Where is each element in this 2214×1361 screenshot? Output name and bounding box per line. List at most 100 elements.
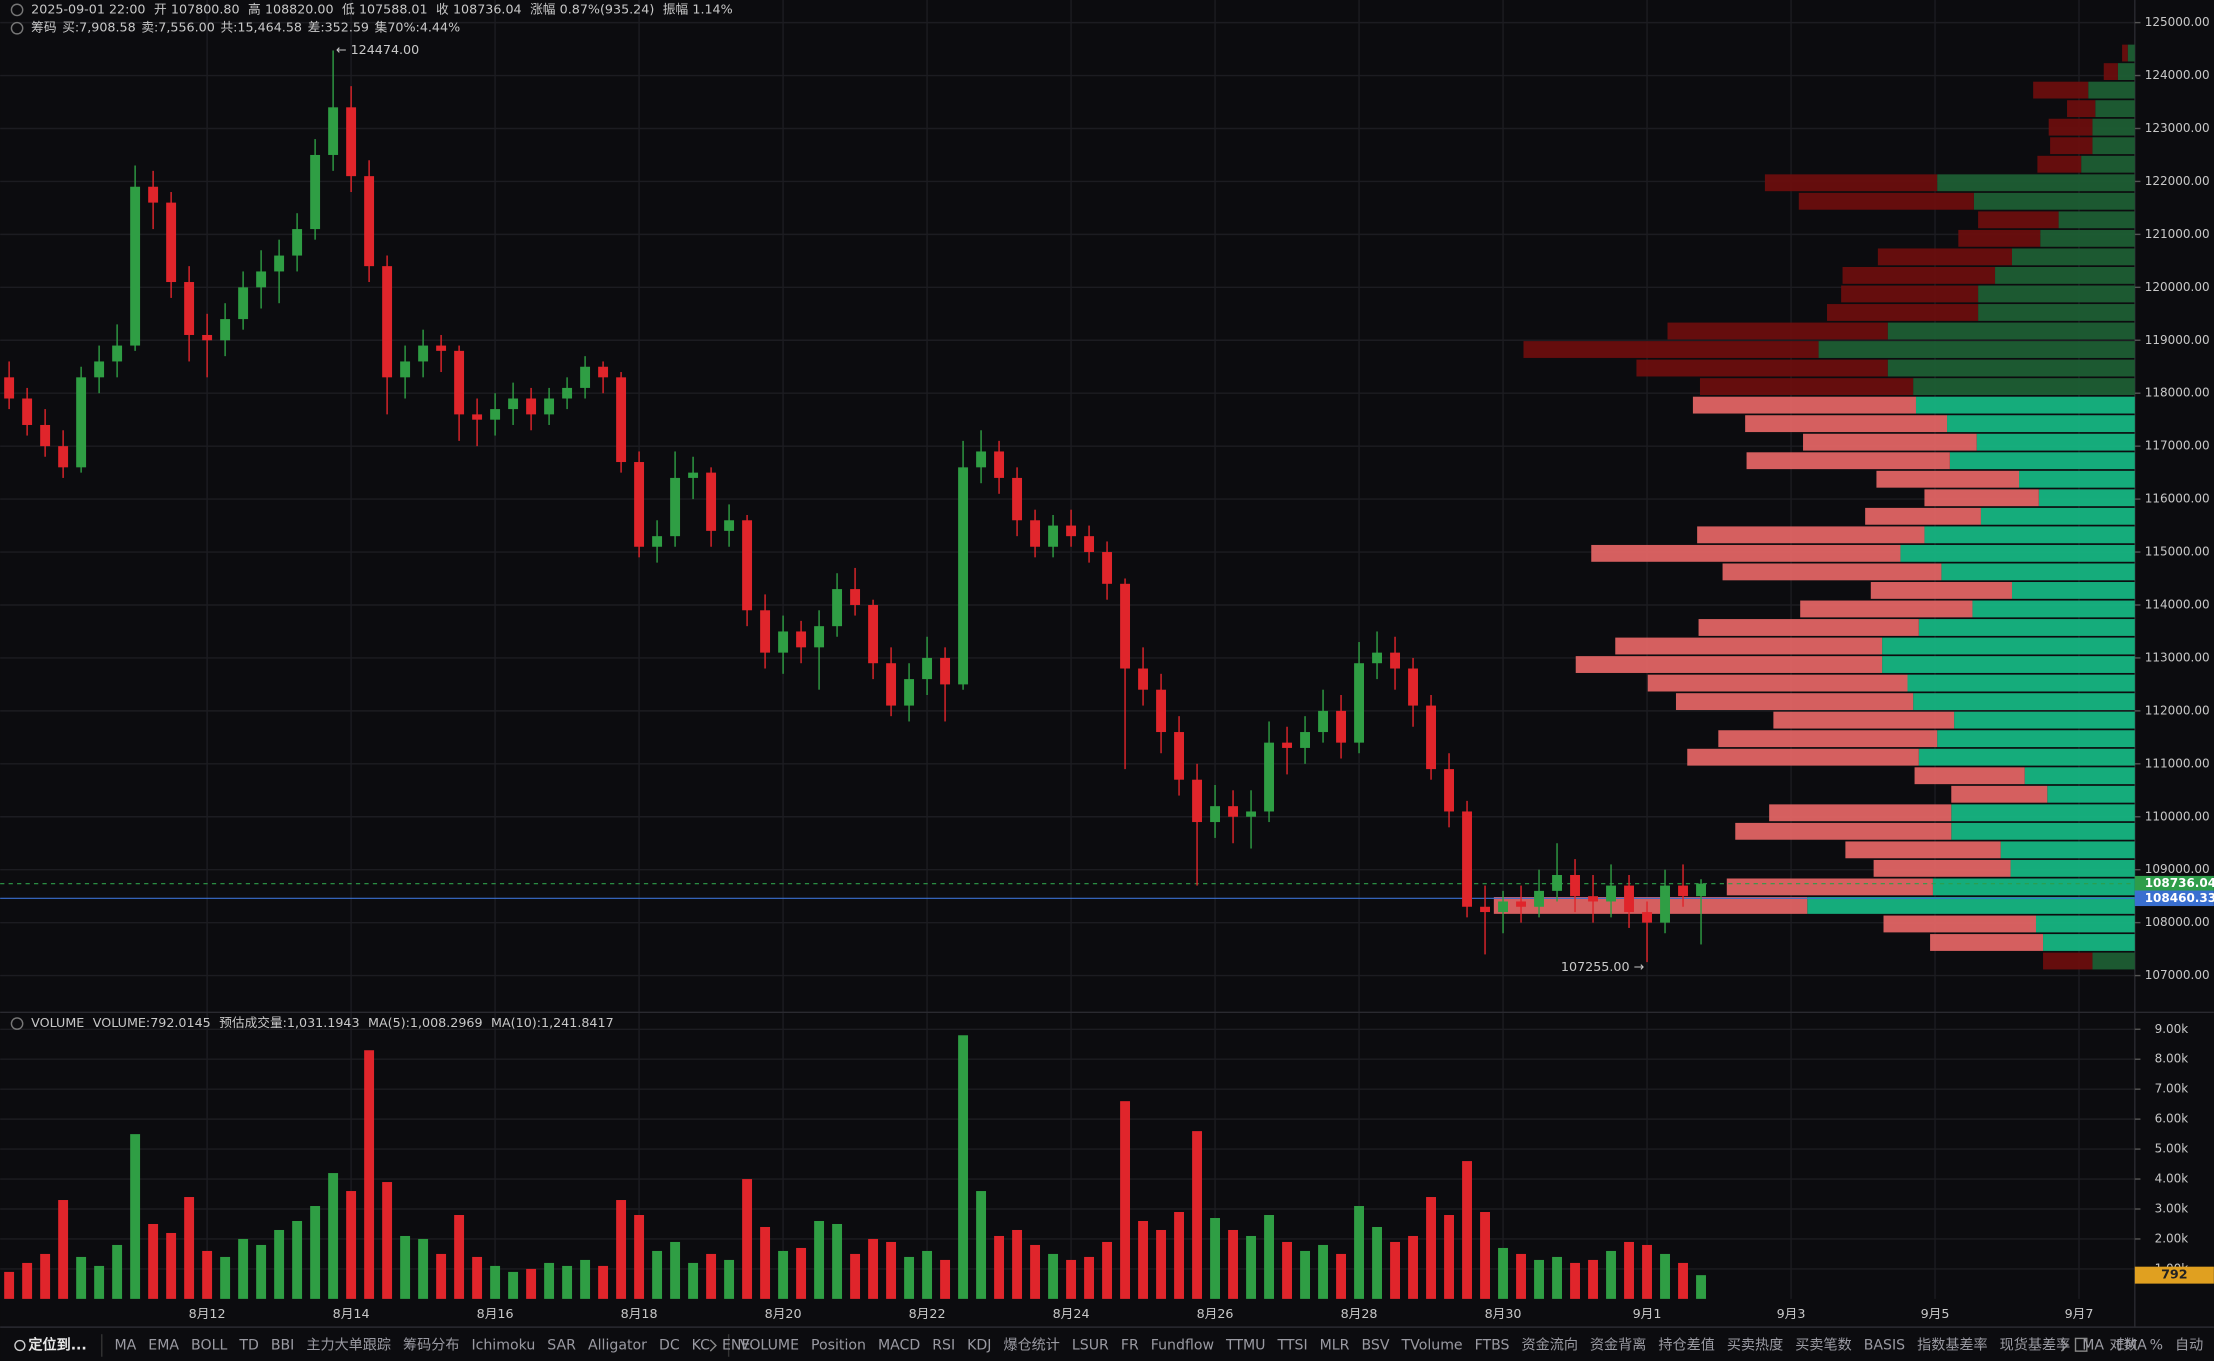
- toolbar-item[interactable]: Alligator: [588, 1337, 647, 1353]
- collapse-icon[interactable]: [10, 21, 24, 35]
- toolbar-item[interactable]: MA: [114, 1337, 136, 1353]
- toolbar-item[interactable]: BBI: [271, 1337, 295, 1353]
- chip-value: 352.59: [325, 20, 369, 35]
- toolbar-item[interactable]: 自动: [2175, 1337, 2203, 1353]
- collapse-icon[interactable]: [10, 1017, 24, 1030]
- volume-bar: [922, 1250, 933, 1299]
- candle-body: [454, 350, 465, 415]
- candle-body: [256, 271, 267, 288]
- profile-sell-bar: [1523, 341, 1819, 358]
- toolbar-item[interactable]: SAR: [547, 1337, 576, 1353]
- edit-icon[interactable]: [2074, 1337, 2088, 1352]
- profile-buy-bar: [1932, 878, 2135, 896]
- price-label: 108736.04: [2145, 876, 2214, 890]
- y-tick-label: 108000.00: [2145, 915, 2210, 929]
- candle-body: [490, 409, 501, 420]
- volume-bar: [76, 1256, 87, 1299]
- volume-bar: [346, 1191, 357, 1299]
- profile-sell-bar: [1746, 452, 1950, 470]
- volume-bar: [4, 1271, 15, 1299]
- profile-buy-bar: [1918, 748, 2135, 766]
- candle-body: [364, 176, 375, 267]
- toolbar-item[interactable]: 持仓差值: [1658, 1337, 1714, 1353]
- toolbar-item[interactable]: MA: [2082, 1337, 2104, 1353]
- toolbar-item[interactable]: LSUR: [1072, 1337, 1109, 1353]
- profile-buy-bar: [2095, 100, 2135, 118]
- toolbar-item[interactable]: KC: [692, 1337, 710, 1353]
- profile-buy-bar: [1951, 804, 2135, 822]
- profile-buy-bar: [1973, 192, 2135, 210]
- profile-sell-bar: [1667, 322, 1888, 340]
- volume-bar: [1660, 1253, 1670, 1299]
- profile-buy-bar: [2127, 44, 2135, 62]
- toolbar-item[interactable]: 资金背离: [1590, 1336, 1646, 1353]
- profile-sell-bar: [2067, 100, 2096, 118]
- toolbar-item[interactable]: Fundflow: [1151, 1337, 1214, 1353]
- toolbar-item[interactable]: MLR: [1320, 1337, 1350, 1353]
- volume-bar: [1570, 1262, 1580, 1299]
- volume-tick-label: 2.00k: [2155, 1231, 2189, 1245]
- toolbar-item[interactable]: BSV: [1361, 1337, 1389, 1353]
- candle-body: [1552, 874, 1562, 891]
- candle-body: [850, 589, 861, 605]
- candle-body: [1372, 652, 1383, 664]
- chevron[interactable]: [2060, 1339, 2069, 1352]
- toolbar-item[interactable]: 爆仓统计: [1003, 1337, 1059, 1353]
- price-label-box: [2134, 890, 2214, 907]
- toolbar-item[interactable]: FR: [1121, 1337, 1139, 1353]
- toolbar-item[interactable]: BOLL: [191, 1337, 227, 1353]
- toolbar-item[interactable]: RSI: [932, 1337, 955, 1353]
- collapse-icon[interactable]: [10, 3, 24, 17]
- chip-title: 筹码: [31, 20, 56, 35]
- toolbar-item[interactable]: 买卖热度: [1727, 1337, 1783, 1353]
- toolbar-item[interactable]: MACD: [878, 1337, 920, 1353]
- toolbar-item[interactable]: EMA: [2116, 1337, 2147, 1353]
- candle-body: [1678, 885, 1688, 897]
- locate-icon[interactable]: [14, 1339, 26, 1352]
- toolbar-item[interactable]: 买卖笔数: [1795, 1337, 1851, 1353]
- volume-bar: [886, 1241, 897, 1299]
- profile-sell-bar: [1697, 526, 1925, 544]
- toolbar-item[interactable]: 筹码分布: [403, 1336, 459, 1353]
- toolbar-item[interactable]: TD: [238, 1337, 259, 1353]
- y-tick-label: 113000.00: [2145, 650, 2210, 664]
- chevron[interactable]: [709, 1339, 717, 1352]
- toolbar-item[interactable]: 现货基差率: [2000, 1336, 2071, 1353]
- toolbar-item[interactable]: Ichimoku: [471, 1337, 535, 1353]
- toolbar-item[interactable]: BASIS: [1864, 1337, 1905, 1353]
- volume-bar: [148, 1223, 159, 1299]
- toolbar-item[interactable]: Position: [811, 1337, 866, 1353]
- toolbar-item[interactable]: EMA: [148, 1337, 179, 1353]
- toolbar-item[interactable]: FTBS: [1475, 1337, 1510, 1353]
- toolbar-item[interactable]: ENE: [722, 1337, 750, 1353]
- toolbar-item[interactable]: KDJ: [967, 1337, 991, 1353]
- toolbar-item[interactable]: 资金流向: [1522, 1337, 1578, 1353]
- volume-bar: [238, 1238, 249, 1299]
- candle-body: [1066, 525, 1077, 537]
- toolbar-item[interactable]: 主力大单跟踪: [306, 1337, 391, 1353]
- toolbar-item[interactable]: 指数基差率: [1917, 1336, 1988, 1353]
- profile-sell-bar: [2033, 81, 2089, 99]
- toolbar-item[interactable]: %: [2150, 1337, 2163, 1353]
- toolbar-item[interactable]: DC: [659, 1337, 680, 1353]
- x-tick-label: 9月7: [2065, 1306, 2094, 1321]
- volume-bar: [1336, 1253, 1347, 1299]
- max-label: ← 124474.00: [336, 42, 419, 57]
- toolbar-item[interactable]: 对数: [2109, 1337, 2137, 1353]
- candle-body: [1516, 901, 1526, 907]
- volume-bar: [1498, 1247, 1508, 1299]
- profile-buy-bar: [1918, 619, 2135, 636]
- toolbar-item[interactable]: TTSI: [1277, 1337, 1308, 1353]
- candle-body: [1120, 583, 1131, 669]
- locate-button[interactable]: 定位到...: [28, 1336, 86, 1353]
- profile-sell-bar: [1591, 544, 1901, 562]
- profile-sell-bar: [1930, 934, 2044, 951]
- toolbar-item[interactable]: VOLUME: [740, 1337, 799, 1353]
- candle-body: [598, 366, 609, 378]
- toolbar-item[interactable]: TTMU: [1225, 1337, 1266, 1353]
- profile-buy-bar: [2035, 915, 2135, 933]
- toolbar-item[interactable]: TVolume: [1401, 1337, 1463, 1353]
- candle-body: [202, 334, 213, 341]
- profile-buy-bar: [1949, 452, 2135, 470]
- volume-bar: [724, 1259, 735, 1299]
